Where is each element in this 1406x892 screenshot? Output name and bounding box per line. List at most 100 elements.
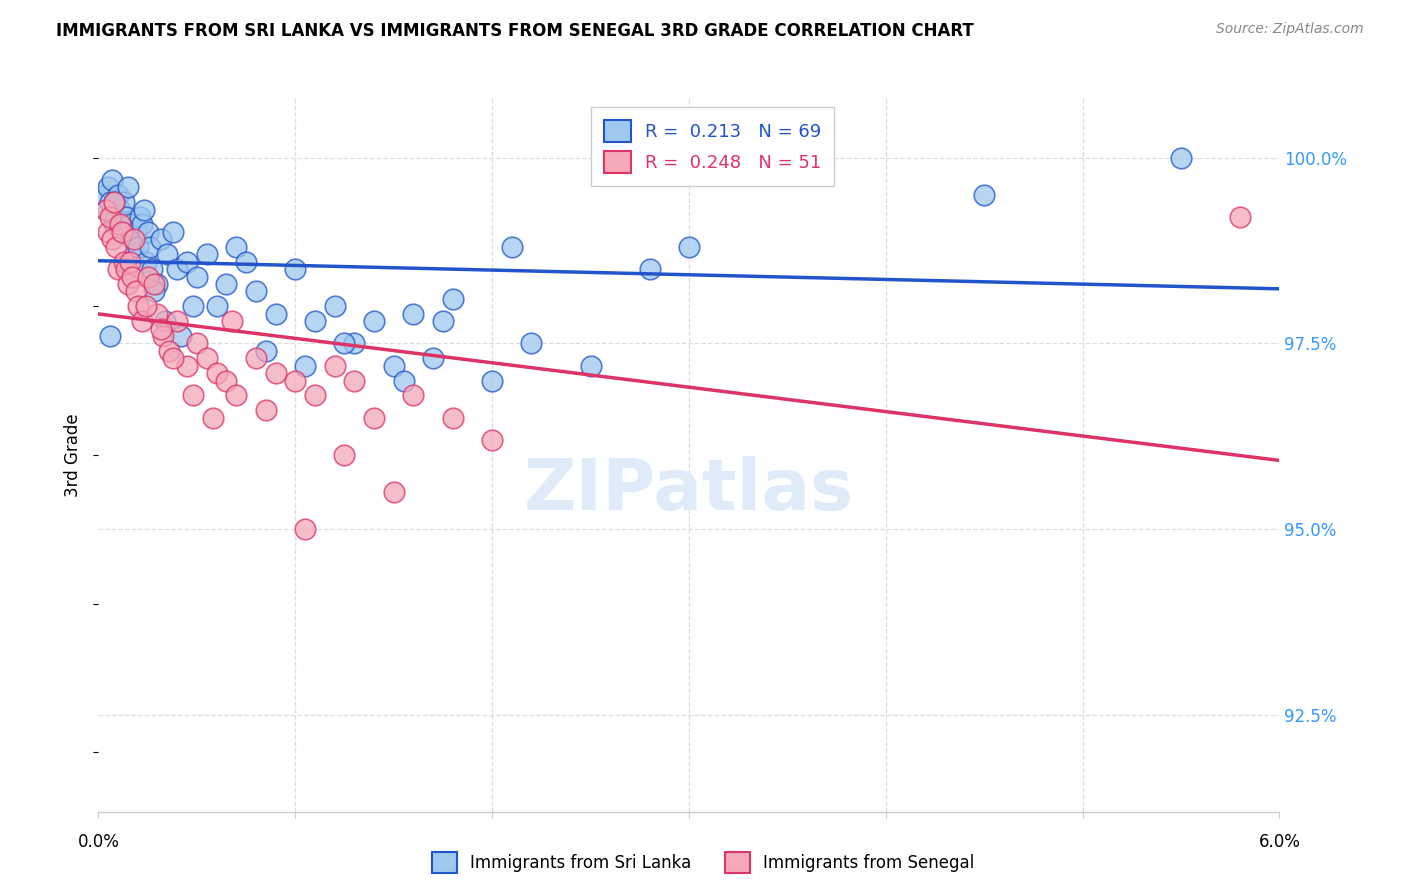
Point (121, 232, 143, 246)
Point (93, 187, 115, 202)
Point (127, 299, 149, 313)
Point (225, 388, 247, 402)
Point (304, 314, 326, 328)
Point (181, 388, 204, 402)
Point (103, 195, 125, 210)
Point (245, 285, 267, 299)
Point (142, 285, 165, 299)
Point (599, 165, 621, 179)
Point (254, 403, 277, 417)
Point (441, 292, 464, 306)
Point (97, 225, 120, 239)
Point (98, 210, 121, 224)
Point (363, 314, 385, 328)
Point (225, 240, 247, 254)
Point (254, 343, 277, 358)
Point (304, 388, 326, 402)
Y-axis label: 3rd Grade: 3rd Grade (65, 413, 83, 497)
Point (402, 307, 425, 321)
Point (103, 195, 125, 210)
Text: 0.0%: 0.0% (77, 832, 120, 851)
Point (181, 299, 204, 313)
Point (103, 218, 125, 232)
Legend: Immigrants from Sri Lanka, Immigrants from Senegal: Immigrants from Sri Lanka, Immigrants fr… (425, 846, 981, 880)
Point (112, 195, 135, 210)
Point (382, 359, 405, 373)
Point (678, 240, 700, 254)
Point (162, 351, 184, 366)
Point (112, 254, 135, 268)
Point (115, 210, 138, 224)
Point (118, 218, 141, 232)
Point (118, 254, 141, 268)
Point (136, 269, 159, 284)
Point (101, 232, 124, 246)
Point (135, 254, 157, 268)
Point (131, 314, 153, 328)
Point (108, 202, 131, 217)
Point (195, 247, 218, 261)
Point (131, 218, 153, 232)
Point (638, 262, 661, 277)
Point (501, 240, 523, 254)
Point (122, 247, 145, 261)
Point (141, 262, 163, 277)
Point (150, 321, 173, 335)
Point (115, 262, 138, 277)
Point (343, 374, 366, 388)
Point (98, 195, 121, 210)
Point (973, 187, 995, 202)
Point (146, 307, 169, 321)
Point (111, 225, 134, 239)
Point (136, 225, 159, 239)
Point (127, 240, 149, 254)
Point (96, 202, 118, 217)
Point (101, 173, 124, 187)
Point (138, 240, 160, 254)
Point (125, 285, 148, 299)
Point (323, 359, 346, 373)
Point (105, 240, 128, 254)
Text: ZIPatlas: ZIPatlas (524, 456, 853, 525)
Point (520, 336, 543, 351)
Point (128, 210, 150, 224)
Point (215, 277, 238, 291)
Point (97, 180, 120, 194)
Point (392, 374, 415, 388)
Point (186, 269, 208, 284)
Point (162, 225, 184, 239)
Point (157, 343, 180, 358)
Point (1229, 210, 1251, 224)
Point (432, 314, 454, 328)
Point (156, 247, 179, 261)
Point (776, 158, 799, 172)
Legend: R =  0.213   N = 69, R =  0.248   N = 51: R = 0.213 N = 69, R = 0.248 N = 51 (591, 107, 834, 186)
Point (98, 329, 121, 343)
Point (343, 336, 366, 351)
Point (441, 410, 464, 425)
Point (323, 299, 346, 313)
Point (117, 180, 139, 194)
Point (264, 366, 287, 380)
Point (142, 277, 165, 291)
Point (215, 374, 238, 388)
Point (235, 254, 257, 268)
Point (284, 374, 307, 388)
Point (111, 225, 134, 239)
Point (186, 336, 208, 351)
Point (107, 187, 129, 202)
Text: IMMIGRANTS FROM SRI LANKA VS IMMIGRANTS FROM SENEGAL 3RD GRADE CORRELATION CHART: IMMIGRANTS FROM SRI LANKA VS IMMIGRANTS … (56, 22, 974, 40)
Point (333, 336, 356, 351)
Point (422, 351, 444, 366)
Point (166, 262, 188, 277)
Point (117, 277, 139, 291)
Point (221, 314, 243, 328)
Text: 6.0%: 6.0% (1258, 832, 1301, 851)
Point (105, 210, 128, 224)
Point (481, 433, 503, 447)
Point (122, 232, 145, 246)
Point (205, 366, 228, 380)
Point (146, 277, 169, 291)
Point (176, 254, 198, 268)
Point (382, 485, 405, 500)
